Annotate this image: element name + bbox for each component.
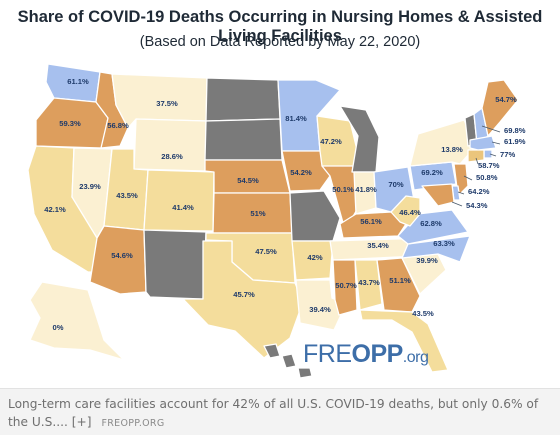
- state-value-il: 50.1%: [332, 185, 354, 194]
- state-tx: [182, 240, 304, 359]
- state-ma: [469, 135, 497, 151]
- us-choropleth-map: 61.1% 59.3% 42.1% 23.9% 56.8% 37.5% 28.6% 43.5%…: [27, 63, 526, 379]
- state-value-ms: 50.7%: [335, 281, 357, 290]
- state-value-nv: 23.9%: [79, 182, 101, 191]
- state-hi: [263, 343, 313, 379]
- map-subtitle: (Based on Data Reported by May 22, 2020): [139, 34, 421, 50]
- state-value-de: 64.2%: [468, 187, 490, 196]
- map-title: Share of COVID-19 Deaths Occurring in Nu…: [17, 8, 543, 45]
- state-value-fl: 43.5%: [412, 309, 434, 318]
- state-value-in: 41.8%: [355, 185, 377, 194]
- state-value-me: 54.7%: [495, 95, 517, 104]
- state-value-wv: 46.4%: [399, 208, 421, 217]
- state-value-ct: 58.7%: [478, 161, 500, 170]
- state-value-nj: 50.8%: [476, 173, 498, 182]
- state-value-wy: 28.6%: [161, 152, 183, 161]
- state-value-pa: 69.2%: [421, 168, 443, 177]
- state-nd: [205, 77, 281, 122]
- state-value-ma: 61.9%: [504, 137, 526, 146]
- caption-text: Long-term care facilities account for 42…: [8, 397, 539, 429]
- state-value-va: 62.8%: [420, 219, 442, 228]
- state-value-az: 54.6%: [111, 251, 133, 260]
- state-value-or: 59.3%: [59, 119, 81, 128]
- state-ar: [291, 240, 334, 281]
- state-value-ca: 42.1%: [44, 205, 66, 214]
- state-value-id: 56.8%: [107, 121, 129, 130]
- state-md: [421, 183, 455, 207]
- state-value-tn: 35.4%: [367, 241, 389, 250]
- state-value-ny: 13.8%: [441, 145, 463, 154]
- state-nm: [143, 229, 207, 300]
- leader-line-ct: [475, 157, 479, 165]
- state-wv: [390, 195, 421, 227]
- state-value-wi: 47.2%: [320, 137, 342, 146]
- state-value-nc: 63.3%: [433, 239, 455, 248]
- state-ak: [29, 281, 125, 361]
- freopp-logo: FREOPP.org: [303, 340, 429, 368]
- state-value-ia: 54.2%: [290, 168, 312, 177]
- state-value-la: 39.4%: [309, 305, 331, 314]
- state-ct: [467, 149, 485, 163]
- state-value-ga: 51.1%: [389, 276, 411, 285]
- source-label[interactable]: FREOPP.ORG: [101, 418, 165, 429]
- state-value-ks: 51%: [250, 209, 265, 218]
- expand-caption-link[interactable]: [+]: [71, 415, 92, 429]
- leader-line-nh: [481, 125, 501, 133]
- state-mo: [289, 190, 341, 242]
- caption: Long-term care facilities account for 42…: [8, 395, 556, 433]
- state-ia: [281, 150, 331, 192]
- state-value-al: 43.7%: [358, 278, 380, 287]
- state-value-co: 41.4%: [172, 203, 194, 212]
- state-value-wa: 61.1%: [67, 77, 89, 86]
- state-value-oh: 70%: [388, 180, 403, 189]
- state-value-ar: 42%: [307, 253, 322, 262]
- map-card: Share of COVID-19 Deaths Occurring in Nu…: [17, 8, 543, 379]
- leader-line-ma: [491, 141, 501, 145]
- state-value-mn: 81.4%: [285, 114, 307, 123]
- state-fl: [359, 309, 449, 373]
- leader-line-ri: [489, 153, 497, 157]
- state-value-ne: 54.5%: [237, 176, 259, 185]
- caption-bar: Long-term care facilities account for 42…: [0, 388, 560, 435]
- state-value-ut: 43.5%: [116, 191, 138, 200]
- state-value-sc: 39.9%: [416, 256, 438, 265]
- state-al: [354, 259, 383, 311]
- state-me: [481, 79, 519, 137]
- state-nc: [401, 235, 471, 263]
- leader-line-nj: [463, 175, 473, 181]
- state-value-ky: 56.1%: [360, 217, 382, 226]
- state-ms: [332, 259, 358, 316]
- state-value-md: 54.3%: [466, 201, 488, 210]
- state-value-tx: 45.7%: [233, 290, 255, 299]
- state-value-mt: 37.5%: [156, 99, 178, 108]
- state-ga: [376, 257, 421, 313]
- state-sd: [204, 118, 283, 161]
- state-value-nh: 69.8%: [504, 126, 526, 135]
- state-az: [89, 225, 147, 295]
- state-co: [143, 169, 215, 232]
- state-value-ok: 47.5%: [255, 247, 277, 256]
- state-wy: [133, 118, 207, 172]
- leader-line-md: [451, 201, 463, 207]
- state-value-ri: 77%: [500, 150, 515, 159]
- state-value-ak: 0%: [53, 323, 64, 332]
- leader-line-de: [457, 191, 465, 195]
